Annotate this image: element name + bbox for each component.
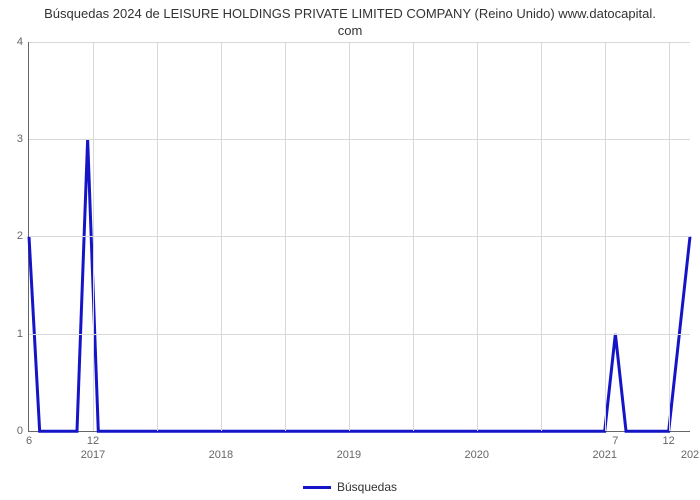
legend-swatch — [303, 486, 331, 489]
x-tick-year-label: 2020 — [465, 449, 489, 461]
x-tick-year-label: 2019 — [337, 449, 361, 461]
gridline-v — [541, 42, 542, 431]
gridline-h — [29, 139, 690, 140]
y-tick-label: 3 — [5, 133, 23, 145]
gridline-v — [413, 42, 414, 431]
x-tick-year-label: 2017 — [81, 449, 105, 461]
legend: Búsquedas — [0, 476, 700, 500]
gridline-v — [349, 42, 350, 431]
gridline-h — [29, 334, 690, 335]
gridline-h — [29, 236, 690, 237]
x-tick-month-label: 12 — [663, 435, 675, 447]
x-tick-month-label: 7 — [612, 435, 618, 447]
gridline-v — [93, 42, 94, 431]
x-tick-year-label: 2018 — [209, 449, 233, 461]
gridline-v — [669, 42, 670, 431]
gridline-v — [285, 42, 286, 431]
x-tick-year-label: 202 — [681, 449, 699, 461]
chart-title: Búsquedas 2024 de LEISURE HOLDINGS PRIVA… — [0, 0, 700, 42]
y-tick-label: 1 — [5, 328, 23, 340]
chart-title-line1: Búsquedas 2024 de LEISURE HOLDINGS PRIVA… — [44, 6, 656, 21]
gridline-v — [605, 42, 606, 431]
y-tick-label: 0 — [5, 425, 23, 437]
legend-label: Búsquedas — [337, 480, 397, 494]
y-tick-label: 2 — [5, 230, 23, 242]
chart-container: 0123461271220172018201920202021202 — [0, 42, 700, 476]
plot-area: 0123461271220172018201920202021202 — [28, 42, 690, 432]
gridline-v — [477, 42, 478, 431]
y-tick-label: 4 — [5, 36, 23, 48]
x-tick-year-label: 2021 — [592, 449, 616, 461]
x-tick-month-label: 6 — [26, 435, 32, 447]
x-tick-month-label: 12 — [87, 435, 99, 447]
gridline-v — [221, 42, 222, 431]
gridline-h — [29, 42, 690, 43]
series-line — [29, 139, 690, 431]
chart-title-line2: com — [338, 23, 363, 38]
gridline-v — [157, 42, 158, 431]
